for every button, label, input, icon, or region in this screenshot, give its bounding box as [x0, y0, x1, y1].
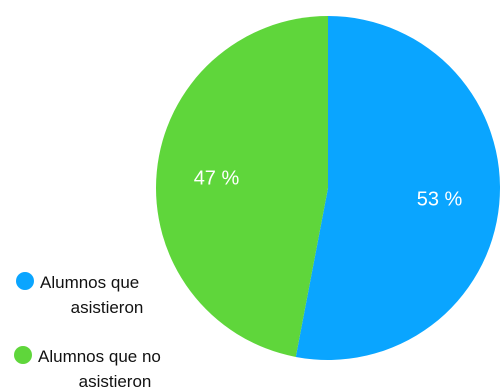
legend-label-no-asistieron-line1: Alumnos que no: [38, 347, 161, 366]
slice-value-label-no-asistieron: 47 %: [194, 167, 240, 189]
pie-slice-asistieron: [295, 16, 500, 360]
legend-swatch-asistieron: [16, 272, 34, 290]
pie-slices: [156, 16, 500, 360]
legend-label-asistieron-line2: asistieron: [71, 298, 144, 317]
legend-item-asistieron: Alumnos que asistieron: [16, 272, 143, 317]
legend-label-no-asistieron-line2: asistieron: [79, 372, 152, 391]
legend-label-asistieron-line1: Alumnos que: [40, 273, 139, 292]
slice-labels: 53 % 47 %: [194, 167, 463, 210]
pie-slice-no-asistieron: [156, 16, 328, 357]
legend: Alumnos que asistieron Alumnos que no as…: [14, 272, 161, 391]
legend-swatch-no-asistieron: [14, 346, 32, 364]
legend-item-no-asistieron: Alumnos que no asistieron: [14, 346, 161, 391]
slice-value-label-asistieron: 53 %: [417, 189, 463, 211]
